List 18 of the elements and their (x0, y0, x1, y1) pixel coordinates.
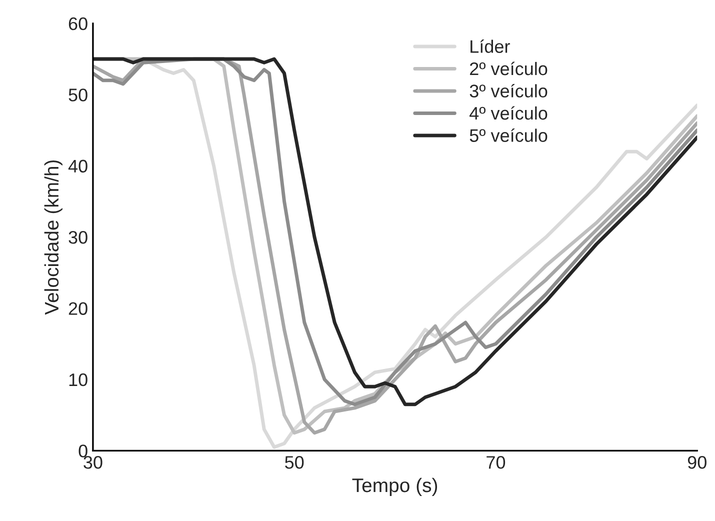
legend-label: 3º veículo (470, 84, 548, 98)
legend-label: 4º veículo (470, 106, 548, 120)
y-axis-title: Velocidade (km/h) (44, 160, 62, 315)
y-tick-label: 20 (68, 302, 88, 315)
x-tick-label: 70 (486, 456, 506, 469)
y-tick-label: 10 (69, 373, 88, 386)
y-tick-label: 60 (68, 17, 88, 30)
x-tick-label: 50 (285, 456, 304, 469)
x-axis-title: Tempo (s) (352, 478, 438, 496)
y-tick-label: 40 (68, 160, 88, 173)
x-tick-label: 30 (84, 456, 102, 469)
y-tick-label: 50 (68, 88, 88, 102)
legend-label: 5º veículo (470, 128, 548, 142)
legend-label: Líder (470, 39, 510, 53)
y-tick-label: 30 (68, 230, 88, 244)
legend-label: 2º veículo (470, 62, 548, 76)
y-tick-label: 0 (78, 444, 88, 458)
x-tick-label: 90 (688, 456, 706, 469)
